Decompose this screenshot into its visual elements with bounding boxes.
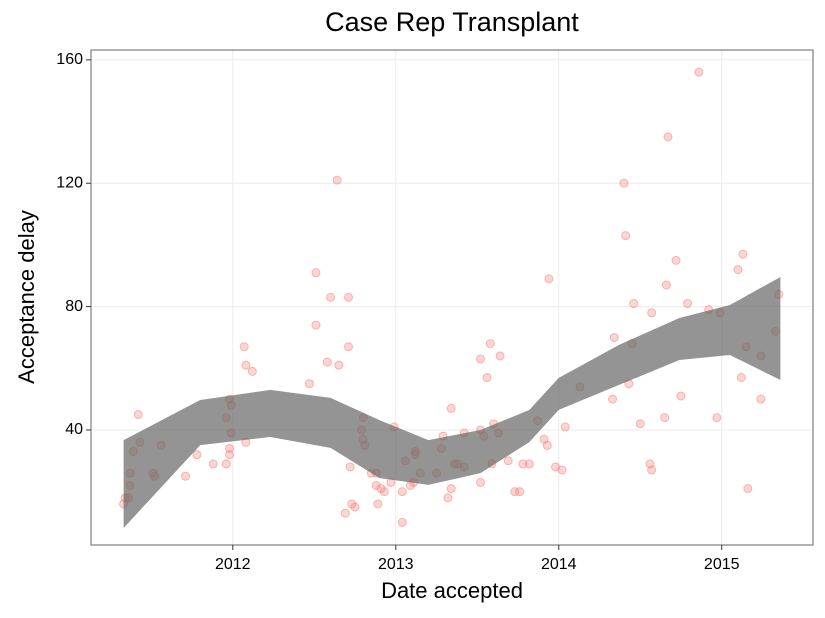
point — [683, 299, 693, 309]
point — [660, 413, 670, 423]
point — [736, 373, 746, 383]
point — [663, 132, 673, 142]
point — [350, 502, 360, 512]
confidence-band — [123, 276, 781, 529]
point — [671, 255, 681, 265]
point — [733, 265, 743, 275]
y-tick-label: 40 — [65, 421, 83, 438]
x-tick-label: 2015 — [704, 556, 740, 573]
point — [743, 484, 753, 494]
point — [560, 422, 570, 432]
point — [397, 517, 407, 527]
point — [443, 493, 453, 503]
point — [332, 175, 342, 185]
point — [345, 462, 355, 472]
point — [495, 351, 505, 361]
point — [621, 231, 631, 241]
point — [676, 391, 686, 401]
plot-marks — [119, 67, 784, 529]
point — [379, 487, 389, 497]
point — [344, 292, 354, 302]
x-tick-label: 2014 — [541, 556, 577, 573]
point — [241, 360, 251, 370]
point — [557, 465, 567, 475]
point — [619, 178, 629, 188]
point — [304, 379, 314, 389]
point — [608, 394, 618, 404]
y-tick-label: 120 — [56, 174, 83, 191]
point — [247, 366, 257, 376]
point — [542, 440, 552, 450]
point — [661, 280, 671, 290]
x-tick-label: 2012 — [215, 556, 251, 573]
point — [503, 456, 513, 466]
point — [482, 373, 492, 383]
y-tick-label: 160 — [56, 51, 83, 68]
point — [371, 480, 381, 490]
point — [181, 471, 191, 481]
point — [221, 459, 231, 469]
point — [485, 339, 495, 349]
point — [647, 308, 657, 318]
point — [647, 465, 657, 475]
point — [397, 487, 407, 497]
point — [609, 332, 619, 342]
point — [373, 499, 383, 509]
point — [635, 419, 645, 429]
x-axis-label: Date accepted — [381, 578, 523, 603]
point — [239, 342, 249, 352]
panel-border — [90, 49, 814, 546]
y-axis-label: Acceptance delay — [14, 210, 39, 384]
point — [340, 508, 350, 518]
y-tick-label: 80 — [65, 298, 83, 315]
point — [133, 410, 143, 420]
axes: 40 80 120 160 2012 2013 2014 2015 — [56, 51, 739, 573]
point — [334, 360, 344, 370]
point — [476, 477, 486, 487]
point — [311, 268, 321, 278]
point — [515, 487, 525, 497]
x-tick-label: 2013 — [378, 556, 414, 573]
point — [192, 450, 202, 460]
point — [629, 299, 639, 309]
point — [524, 459, 534, 469]
point — [311, 320, 321, 330]
point — [694, 67, 704, 77]
point — [344, 342, 354, 352]
point — [446, 484, 456, 494]
point — [544, 274, 554, 284]
chart-title: Case Rep Transplant — [325, 7, 579, 37]
point — [326, 292, 336, 302]
point — [712, 413, 722, 423]
point — [476, 354, 486, 364]
point — [225, 450, 235, 460]
point — [738, 249, 748, 259]
point — [322, 357, 332, 367]
point — [756, 394, 766, 404]
point — [446, 403, 456, 413]
point — [208, 459, 218, 469]
point — [518, 459, 528, 469]
point — [225, 443, 235, 453]
point — [510, 487, 520, 497]
